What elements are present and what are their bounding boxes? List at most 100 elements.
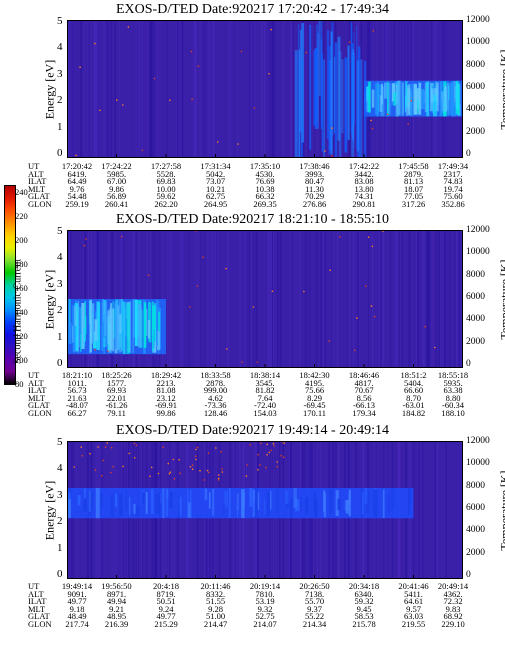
table-cell: 83.08 <box>354 176 374 187</box>
energy-tick-label: 0 <box>57 357 63 369</box>
temperature-tick-label: 2000 <box>466 336 485 347</box>
temperature-tick-label: 8000 <box>466 480 485 491</box>
table-cell: 9.83 <box>445 603 461 614</box>
table-cell: 66.27 <box>67 408 87 418</box>
colorbar-tick-label: 180 <box>15 259 28 269</box>
table-cell: 154.03 <box>253 408 277 418</box>
x-tick-label: 20:19:14 <box>249 581 281 591</box>
table-cell: 10.00 <box>156 183 176 194</box>
table-cell: 18.07 <box>403 183 424 194</box>
x-tick-label: 20:26:50 <box>299 581 330 591</box>
panel-title: EXOS-D/TED Date:920217 18:21:10 - 18:55:… <box>116 212 389 227</box>
table-cell: 3545. <box>255 377 275 388</box>
table-row-label: GLAT <box>28 191 50 202</box>
table-cell: 55.22 <box>304 611 325 622</box>
table-row-label: ALT <box>28 377 44 388</box>
table-cell: 8.70 <box>406 392 421 403</box>
temperature-tick-label: 4000 <box>466 104 485 115</box>
x-tick-label: 18:21:10 <box>61 370 93 380</box>
x-tick-label: 17:24:22 <box>101 161 132 171</box>
table-cell: -63.01 <box>402 400 425 411</box>
x-tick-label: 17:27:58 <box>150 161 182 171</box>
table-cell: 219.55 <box>401 619 426 629</box>
colorbar <box>4 185 16 385</box>
table-cell: -48.07 <box>66 400 88 411</box>
table-cell: 75.60 <box>443 191 463 202</box>
table-row-label: GLON <box>28 408 52 418</box>
table-row-label: MLT <box>28 392 46 403</box>
table-cell: 188.10 <box>441 408 465 418</box>
table-cell: 74.31 <box>354 191 374 202</box>
table-cell: 9.28 <box>208 603 223 614</box>
x-tick-label: 17:35:10 <box>249 161 281 171</box>
table-cell: 5042. <box>205 168 226 179</box>
table-cell: 51.00 <box>205 611 226 622</box>
table-cell: 4195. <box>304 377 325 388</box>
table-cell: 7810. <box>255 588 275 599</box>
x-tick-label: 17:45:58 <box>398 161 429 171</box>
table-cell: 4.62 <box>208 392 223 403</box>
table-cell: 56.73 <box>67 385 87 396</box>
colorbar-tick-label: 100 <box>15 355 28 365</box>
table-cell: 66.32 <box>255 191 275 202</box>
table-cell: 10.21 <box>205 183 226 194</box>
colorbar-gradient <box>5 186 15 384</box>
temperature-tick-label: 8000 <box>466 269 485 280</box>
table-row-label: MLT <box>28 183 46 194</box>
table-cell: 5985. <box>106 168 127 179</box>
table-cell: 229.10 <box>441 619 465 629</box>
energy-tick-label: 4 <box>57 462 63 475</box>
panel-title: EXOS-D/TED Date:920217 19:49:14 - 20:49:… <box>116 423 389 438</box>
x-tick-label: 17:20:42 <box>61 161 93 171</box>
table-cell: 6340. <box>354 588 374 599</box>
table-cell: 51.55 <box>205 596 226 607</box>
table-cell: 128.46 <box>203 408 228 418</box>
table-cell: 99.86 <box>156 408 176 418</box>
temperature-tick-label: 12000 <box>466 225 490 235</box>
energy-tick-label: 0 <box>57 568 63 580</box>
table-cell: 9.86 <box>109 183 124 194</box>
table-cell: 62.75 <box>205 191 226 202</box>
table-cell: 9.57 <box>406 603 421 614</box>
table-row-label: ALT <box>28 588 44 599</box>
temperature-tick-label: 6000 <box>466 503 485 513</box>
table-cell: 81.82 <box>255 385 275 396</box>
table-row-label: MLT <box>28 603 46 614</box>
table-cell: 63.03 <box>403 611 424 622</box>
table-cell: 3993. <box>304 168 325 179</box>
x-tick-label: 18:33:58 <box>200 370 231 380</box>
temperature-tick-label: 12000 <box>466 15 490 25</box>
table-cell: 80.47 <box>304 176 325 187</box>
table-cell: -66.13 <box>353 400 375 411</box>
temperature-tick-label: 0 <box>466 570 471 580</box>
table-cell: -69.91 <box>155 400 177 411</box>
table-cell: 74.83 <box>443 176 463 187</box>
table-cell: 13.80 <box>354 183 374 194</box>
table-cell: 48.49 <box>67 611 87 622</box>
energy-tick-label: 3 <box>57 67 63 80</box>
x-tick-label: 17:31:34 <box>200 161 231 171</box>
temperature-tick-label: 10000 <box>466 458 490 469</box>
table-cell: 259.19 <box>65 199 89 209</box>
table-cell: 170.11 <box>302 408 327 418</box>
table-cell: 69.93 <box>106 385 127 396</box>
energy-tick-label: 1 <box>57 541 63 554</box>
colorbar-tick-label: 220 <box>15 211 28 221</box>
table-cell: 4362. <box>443 588 463 599</box>
table-row-label: ALT <box>28 168 44 179</box>
table-cell: 53.19 <box>255 596 275 607</box>
table-row-label: ILAT <box>28 176 47 187</box>
table-row-label: UT <box>28 370 40 380</box>
x-tick-label: 18:46:46 <box>348 370 380 380</box>
table-cell: 9.76 <box>69 183 85 194</box>
table-cell: 216.39 <box>104 619 129 629</box>
table-cell: 49.77 <box>67 596 87 607</box>
colorbar-tick-label: 160 <box>15 283 28 293</box>
energy-tick-label: 2 <box>57 515 63 528</box>
table-cell: 9.21 <box>109 603 124 614</box>
table-cell: 23.12 <box>156 392 176 403</box>
x-tick-label: 20:49:14 <box>437 581 469 591</box>
table-cell: 3442. <box>354 168 374 179</box>
table-cell: 8.80 <box>445 392 461 403</box>
energy-axis-label: Energy [eV] <box>42 269 57 330</box>
